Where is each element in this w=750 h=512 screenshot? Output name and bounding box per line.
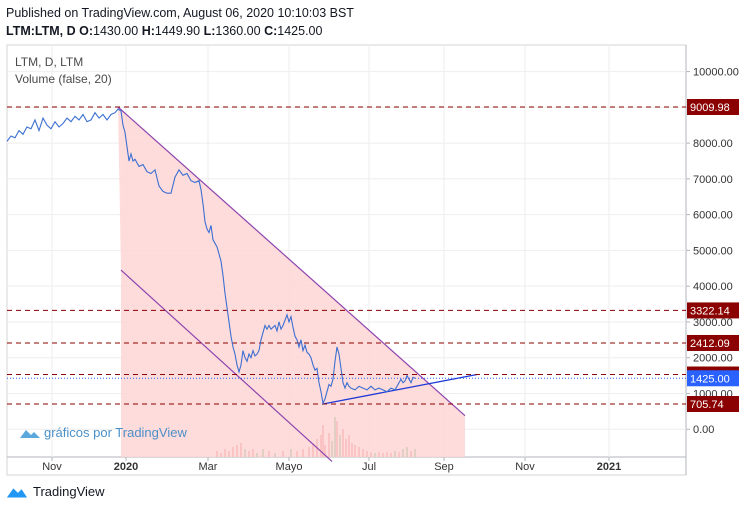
symbol-interval: LTM:LTM, D [6, 24, 76, 38]
last-price-label-bg [687, 370, 739, 387]
x-tick-label: Nov [42, 461, 62, 473]
channel-upper-line [117, 106, 466, 417]
legend-volume: Volume (false, 20) [15, 72, 112, 86]
x-tick-label: Mayo [276, 461, 303, 473]
y-tick-label: 6000.00 [693, 210, 733, 222]
price-series [6, 108, 416, 406]
level-label-bg [687, 334, 739, 351]
y-tick-label: 2000.00 [693, 353, 733, 365]
open-value: 1430.00 [93, 24, 139, 38]
high-label: H: [141, 24, 155, 38]
y-tick-label: 8000.00 [693, 138, 733, 150]
level-label: 9009.98 [690, 102, 730, 114]
horizontal-levels [7, 106, 686, 405]
y-tick-label: 3000.00 [693, 317, 733, 329]
open-label: O: [79, 24, 94, 38]
x-tick-label: Nov [515, 461, 535, 473]
footer: TradingView [6, 484, 105, 499]
y-tick-label: 0.00 [693, 424, 714, 436]
level-label-bg [687, 396, 739, 412]
level-label: 3322.14 [690, 305, 730, 317]
y-tick-label: 7000.00 [693, 174, 733, 186]
watermark-text: gráficos por TradingView [44, 425, 187, 440]
chart-header: Published on TradingView.com, August 06,… [6, 4, 354, 40]
close-label: C: [264, 24, 278, 38]
trend-line [322, 373, 478, 405]
x-tick-label: Sep [434, 461, 454, 473]
ohlc-line: LTM:LTM, D O:1430.00 H:1449.90 L:1360.00… [6, 22, 354, 40]
published-line: Published on TradingView.com, August 06,… [6, 6, 354, 20]
level-label-bg [687, 99, 739, 115]
tradingview-logo-icon [6, 487, 28, 497]
footer-brand: TradingView [33, 484, 105, 499]
high-value: 1449.90 [154, 24, 201, 38]
time-axis: Nov 2020 Mar Mayo Jul Sep Nov 2021 [42, 457, 621, 473]
y-tick-label: 4000.00 [693, 281, 733, 293]
low-value: 1360.00 [215, 24, 261, 38]
low-label: L: [203, 24, 216, 38]
y-tick-label: 5000.00 [693, 245, 733, 257]
channel-lower-line [120, 269, 333, 462]
price-labels: 9009.983322.142412.091530.48705.741425.0… [687, 99, 739, 412]
close-value: 1425.00 [277, 24, 323, 38]
tradingview-cloud-icon [20, 430, 40, 438]
drawings [117, 106, 478, 462]
x-tick-label: 2020 [114, 461, 138, 473]
level-label: 2412.09 [690, 338, 730, 350]
channel-fill [118, 107, 465, 457]
x-tick-label: 2021 [597, 461, 621, 473]
x-tick-label: Mar [199, 461, 218, 473]
watermark: gráficos por TradingView [20, 425, 187, 440]
level-label: 705.74 [690, 399, 724, 411]
y-tick-label: 10000.00 [693, 67, 739, 79]
price-line [6, 108, 416, 406]
x-tick-label: Jul [362, 461, 376, 473]
level-label-bg [687, 302, 739, 319]
legend-symbol: LTM, D, LTM [15, 55, 83, 69]
last-price-label: 1425.00 [690, 373, 730, 385]
